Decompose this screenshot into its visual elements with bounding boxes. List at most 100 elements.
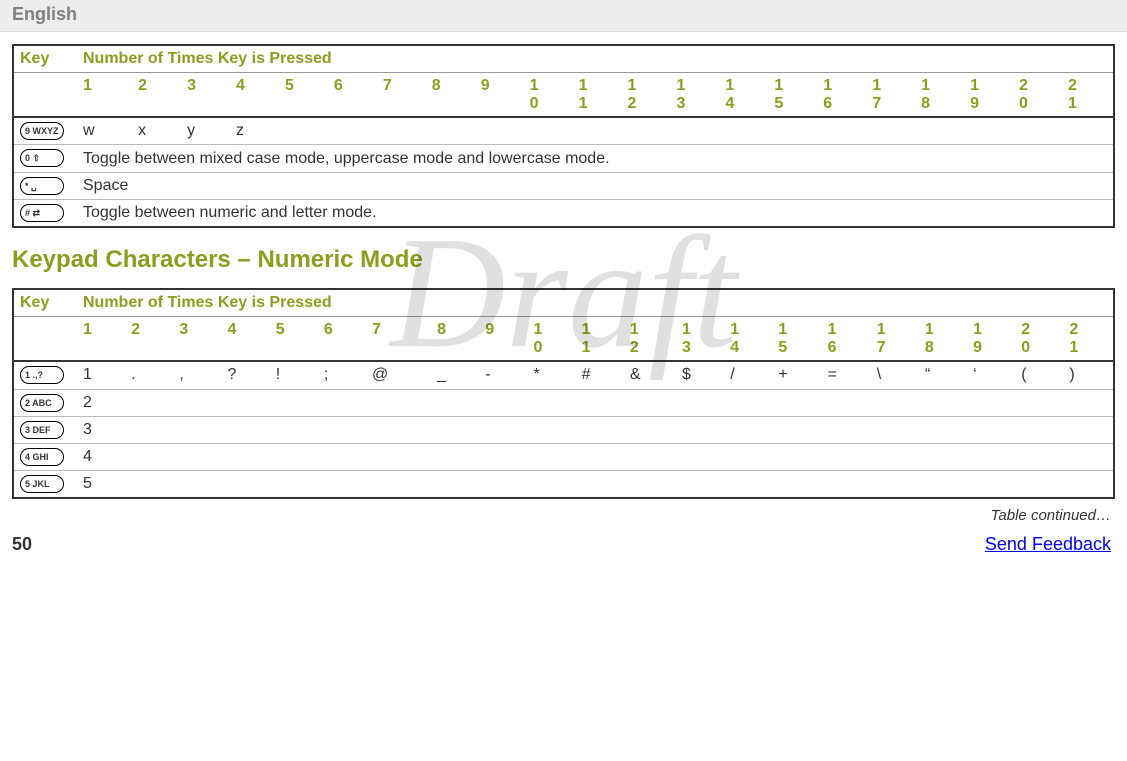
cell-span: Toggle between numeric and letter mode. [77, 199, 1114, 227]
table2-col: 17 [871, 317, 919, 362]
table2-col: 11 [576, 317, 624, 362]
table1-header-key: Key [13, 45, 77, 73]
cell [125, 444, 1114, 471]
cell: + [772, 361, 821, 389]
cell: # [576, 361, 624, 389]
table1-col: 2 [132, 73, 181, 118]
cell: w [77, 117, 132, 145]
cell: “ [919, 361, 967, 389]
cell: 3 [77, 416, 125, 443]
table1-col: 4 [230, 73, 279, 118]
section-heading-numeric-mode: Keypad Characters – Numeric Mode [12, 246, 1115, 274]
table-row: 3 DEF 3 [13, 416, 1114, 443]
table2-col: 5 [270, 317, 318, 362]
table-row: 5 JKL 5 [13, 471, 1114, 499]
table2-col: 10 [527, 317, 575, 362]
table2-col: 4 [222, 317, 270, 362]
cell: ? [222, 361, 270, 389]
table1-header-times: Number of Times Key is Pressed [77, 45, 1114, 73]
table-row: 0 ⇧ Toggle between mixed case mode, uppe… [13, 145, 1114, 172]
table1-col: 12 [622, 73, 671, 118]
key-hash-icon: # ⇄ [20, 204, 64, 222]
cell-span: Space [77, 172, 1114, 199]
key-0-icon: 0 ⇧ [20, 149, 64, 167]
key-9-icon: 9 WXYZ [20, 122, 64, 140]
cell: 4 [77, 444, 125, 471]
table1-col: 3 [181, 73, 230, 118]
cell [125, 416, 1114, 443]
table1-col: 19 [964, 73, 1013, 118]
cell: , [173, 361, 221, 389]
page-content: Key Number of Times Key is Pressed 1 2 3… [0, 32, 1127, 524]
table1-col: 15 [768, 73, 817, 118]
table1-col: 10 [524, 73, 573, 118]
page-number: 50 [12, 534, 32, 555]
cell: - [479, 361, 527, 389]
cell: x [132, 117, 181, 145]
table2-column-numbers-row: 1 2 3 4 5 6 7 8 9 10 11 12 13 14 15 16 1… [13, 317, 1114, 362]
table-row: # ⇄ Toggle between numeric and letter mo… [13, 199, 1114, 227]
table2-col: 18 [919, 317, 967, 362]
page-footer: 50 Send Feedback [0, 534, 1127, 565]
cell: 5 [77, 471, 125, 499]
table1-col: 9 [475, 73, 524, 118]
table1-col: 21 [1062, 73, 1114, 118]
cell: = [822, 361, 871, 389]
table1-empty-corner [13, 73, 77, 118]
table-row: * ␣ Space [13, 172, 1114, 199]
cell [125, 471, 1114, 499]
cell: @ [366, 361, 431, 389]
table2-col: 7 [366, 317, 431, 362]
table1-col: 1 [77, 73, 132, 118]
cell: . [125, 361, 173, 389]
table1-col: 6 [328, 73, 377, 118]
table2-col: 19 [967, 317, 1015, 362]
table2-col: 13 [676, 317, 724, 362]
table1-col: 18 [915, 73, 964, 118]
cell: / [724, 361, 772, 389]
table2-col: 21 [1063, 317, 1114, 362]
table2-col: 14 [724, 317, 772, 362]
cell: ( [1015, 361, 1063, 389]
cell: \ [871, 361, 919, 389]
table2-header-key: Key [13, 289, 77, 317]
table1-col: 16 [817, 73, 866, 118]
table1-col: 20 [1013, 73, 1062, 118]
cell: ; [318, 361, 366, 389]
table-row: 2 ABC 2 [13, 389, 1114, 416]
table1-col: 17 [866, 73, 915, 118]
cell: ) [1063, 361, 1114, 389]
cell: ‘ [967, 361, 1015, 389]
table2-header-times: Number of Times Key is Pressed [77, 289, 1114, 317]
cell [125, 389, 1114, 416]
table-row: 9 WXYZ w x y z [13, 117, 1114, 145]
table2-col: 12 [624, 317, 676, 362]
table1-column-numbers-row: 1 2 3 4 5 6 7 8 9 10 11 12 13 14 15 16 1… [13, 73, 1114, 118]
table-continued-label: Table continued… [12, 507, 1111, 524]
key-star-icon: * ␣ [20, 177, 64, 195]
table2-col: 6 [318, 317, 366, 362]
cell: z [230, 117, 279, 145]
keypad-table-2: Key Number of Times Key is Pressed 1 2 3… [12, 288, 1115, 499]
table2-col: 8 [431, 317, 479, 362]
table2-col: 16 [822, 317, 871, 362]
key-2-icon: 2 ABC [20, 394, 64, 412]
table-row: 4 GHI 4 [13, 444, 1114, 471]
key-4-icon: 4 GHI [20, 448, 64, 466]
cell: & [624, 361, 676, 389]
cell [279, 117, 1114, 145]
cell: * [527, 361, 575, 389]
cell: $ [676, 361, 724, 389]
table-row: 1 .,? 1 . , ? ! ; @ _ - * # & $ / + = \ … [13, 361, 1114, 389]
table2-col: 20 [1015, 317, 1063, 362]
send-feedback-link[interactable]: Send Feedback [985, 534, 1111, 555]
cell: _ [431, 361, 479, 389]
cell: y [181, 117, 230, 145]
table1-col: 13 [670, 73, 719, 118]
table2-col: 2 [125, 317, 173, 362]
table2-col: 15 [772, 317, 821, 362]
table1-col: 14 [719, 73, 768, 118]
keypad-table-1: Key Number of Times Key is Pressed 1 2 3… [12, 44, 1115, 228]
cell: 1 [77, 361, 125, 389]
key-5-icon: 5 JKL [20, 475, 64, 493]
